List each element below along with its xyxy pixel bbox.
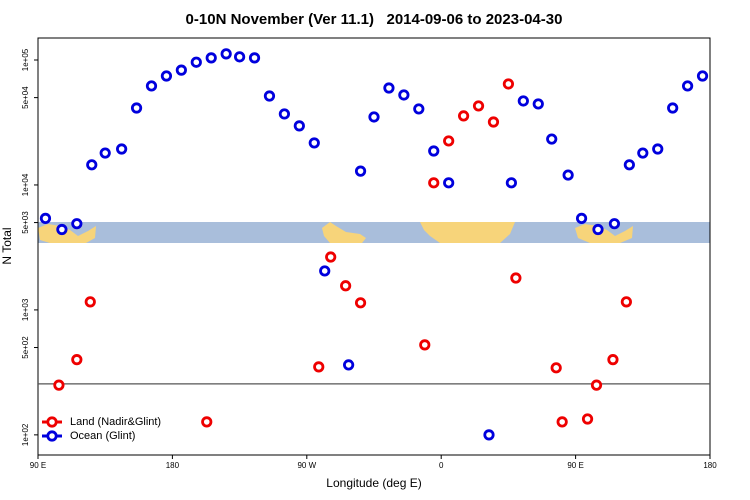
point: [592, 223, 604, 236]
point: [205, 52, 217, 64]
point: [130, 102, 143, 114]
legend-label: Ocean (Glint): [70, 430, 135, 442]
point: [263, 90, 276, 102]
point: [319, 265, 331, 277]
point: [620, 296, 632, 308]
point: [383, 82, 395, 94]
point: [201, 416, 213, 428]
point: [71, 218, 83, 230]
x-tick-label: 180: [166, 461, 180, 470]
point: [556, 416, 568, 428]
point: [278, 108, 290, 120]
point: [313, 361, 325, 373]
point: [502, 78, 514, 90]
point: [581, 413, 594, 425]
point: [116, 143, 128, 155]
y-axis-label: N Total: [0, 227, 14, 264]
point: [413, 103, 425, 115]
y-tick-label: 5e+03: [21, 211, 30, 234]
point: [457, 110, 470, 122]
x-tick-label: 90 E: [567, 461, 583, 470]
chart-title: 0-10N November (Ver 11.1) 2014-09-06 to …: [186, 11, 563, 28]
point: [53, 379, 65, 391]
y-tick-label: 1e+02: [21, 423, 30, 446]
point: [325, 251, 337, 263]
legend-label: Land (Nadir&Glint): [70, 416, 161, 428]
point: [550, 362, 562, 374]
point: [607, 354, 619, 366]
point: [532, 98, 544, 110]
point: [99, 147, 111, 159]
legend-marker: [46, 416, 58, 428]
point: [175, 64, 187, 76]
point: [487, 116, 500, 128]
point: [575, 212, 588, 224]
point: [419, 339, 431, 351]
point: [293, 120, 305, 132]
point: [590, 379, 603, 391]
point: [483, 429, 495, 441]
point: [546, 133, 558, 145]
point: [343, 359, 355, 371]
point: [652, 143, 664, 155]
x-tick-label: 90 W: [297, 461, 316, 470]
point: [681, 80, 694, 92]
plot-frame: [37, 37, 711, 456]
point: [234, 51, 246, 63]
legend-marker: [46, 430, 58, 442]
point: [71, 354, 83, 366]
point: [354, 165, 367, 177]
x-tick-label: 0: [439, 461, 444, 470]
map-land: [38, 224, 96, 243]
y-tick-label: 5e+04: [21, 86, 30, 109]
x-axis-label: Longitude (deg E): [326, 476, 421, 490]
y-tick-label: 1e+04: [21, 173, 30, 196]
point: [443, 135, 455, 147]
x-tick-label: 90 E: [30, 461, 46, 470]
point: [510, 272, 522, 284]
point: [308, 137, 320, 149]
point: [443, 177, 455, 189]
point: [667, 102, 679, 114]
point: [39, 212, 52, 224]
point: [84, 296, 96, 308]
point: [354, 297, 367, 309]
point: [428, 145, 440, 157]
point: [368, 111, 380, 123]
point: [145, 80, 158, 92]
map-land: [420, 222, 515, 243]
point: [340, 280, 352, 292]
point: [608, 218, 621, 230]
y-tick-label: 1e+03: [21, 298, 30, 321]
y-tick-label: 1e+05: [21, 48, 30, 71]
point: [472, 100, 485, 112]
point: [160, 70, 173, 82]
point: [248, 52, 261, 64]
point: [428, 177, 440, 189]
x-tick-label: 180: [703, 461, 717, 470]
map-ocean: [38, 222, 710, 243]
point: [86, 159, 98, 171]
map-land: [575, 224, 633, 243]
point: [637, 147, 649, 159]
point: [696, 70, 709, 82]
map-strip: [38, 222, 710, 243]
point: [623, 159, 635, 171]
point: [562, 169, 574, 181]
y-tick-label: 5e+02: [21, 336, 30, 359]
point: [190, 56, 202, 68]
map-land: [322, 222, 366, 243]
point: [517, 95, 529, 107]
point: [56, 223, 68, 236]
point: [505, 177, 517, 189]
point: [220, 48, 232, 60]
point: [398, 89, 410, 101]
